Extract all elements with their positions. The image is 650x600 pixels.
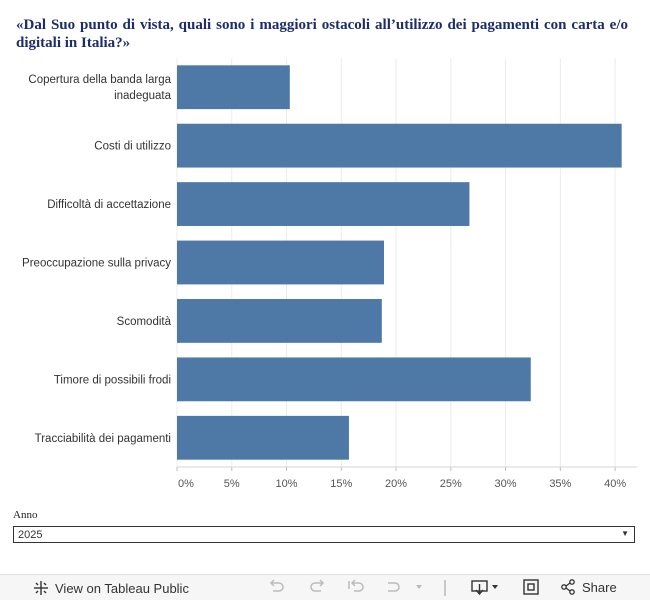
bar[interactable] [177,123,622,168]
revert-button[interactable] [346,579,366,595]
bar[interactable] [177,299,382,343]
bar-chart: Copertura della banda larga inadeguata Cos… [22,58,637,490]
category-label: Copertura della banda larga inadeguata [28,74,171,102]
x-tick-label: 0% [178,478,194,490]
undo-button[interactable] [268,579,286,595]
year-select[interactable]: 2025 ▼ [13,526,635,543]
x-tick-label: 25% [440,478,462,490]
tableau-toolbar: View on Tableau Public [0,574,650,600]
x-tick-label: 10% [276,478,298,490]
x-tick-label: 5% [224,478,240,490]
category-label: Preoccupazione sulla privacy [22,258,171,270]
view-on-tableau-label: View on Tableau Public [55,580,189,596]
share-button[interactable]: Share [560,579,617,595]
fullscreen-icon [523,579,539,595]
bar[interactable] [177,182,470,226]
x-tick-label: 35% [549,478,571,490]
redo-icon [310,579,325,592]
bar[interactable] [177,357,531,402]
tableau-logo-icon [34,581,48,595]
x-tick-label: 30% [495,478,517,490]
filter-label: Anno [13,509,38,521]
x-tick-label: 20% [385,478,407,490]
download-icon [471,580,498,595]
revert-icon [348,579,364,592]
x-tick-label: 40% [604,478,626,490]
undo-icon [269,579,284,592]
category-label: Costi di utilizzo [94,141,171,153]
bar[interactable] [177,415,349,460]
refresh-icon [388,582,422,592]
bar[interactable] [177,65,290,110]
category-label: Difficoltà di accettazione [47,199,171,211]
chart-title: «Dal Suo punto di vista, quali sono i ma… [16,17,628,51]
fullscreen-button[interactable] [523,579,539,595]
year-select-value: 2025 [18,529,43,541]
category-labels: Copertura della banda larga inadeguata Cos… [22,74,172,445]
view-on-tableau-button[interactable]: View on Tableau Public [33,580,189,596]
share-icon [561,579,575,595]
category-label: Tracciabilità dei pagamenti [35,433,171,445]
share-label: Share [582,579,617,595]
category-label: Scomodità [117,316,172,328]
x-axis-ticks: 0% 5% 10% 15% 20% 25% 30% 35% 40% [176,466,637,490]
chevron-down-icon: ▼ [621,529,629,538]
toolbar-divider [444,580,446,596]
refresh-button[interactable] [384,579,424,595]
x-tick-label: 15% [330,478,352,490]
category-label: Timore di possibili frodi [54,374,171,386]
bars [177,65,622,460]
download-button[interactable] [471,579,503,595]
bar[interactable] [177,240,384,285]
redo-button[interactable] [308,579,326,595]
